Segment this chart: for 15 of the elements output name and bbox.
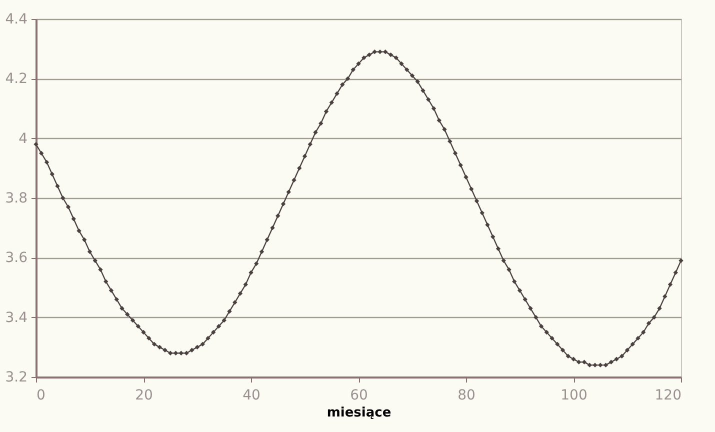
x-tick-label: 80 bbox=[458, 388, 476, 404]
x-tick-label: 40 bbox=[242, 388, 260, 404]
y-tick-label: 4.4 bbox=[5, 12, 28, 28]
y-tick-label: 3.8 bbox=[5, 190, 28, 206]
x-axis-title: miesiące bbox=[326, 406, 392, 420]
x-tick-label: 120 bbox=[654, 388, 682, 404]
x-tick-label: 100 bbox=[560, 388, 588, 404]
y-tick-label: 4.2 bbox=[5, 71, 28, 88]
x-tick-label: 0 bbox=[36, 388, 46, 404]
y-tick-label: 3.4 bbox=[5, 310, 28, 326]
y-tick-label: 3.2 bbox=[5, 370, 28, 386]
x-tick-label: 60 bbox=[350, 388, 368, 404]
y-tick-label: 3.6 bbox=[5, 250, 28, 266]
x-tick-label: 20 bbox=[135, 388, 153, 404]
y-tick-label: 4 bbox=[18, 130, 28, 147]
